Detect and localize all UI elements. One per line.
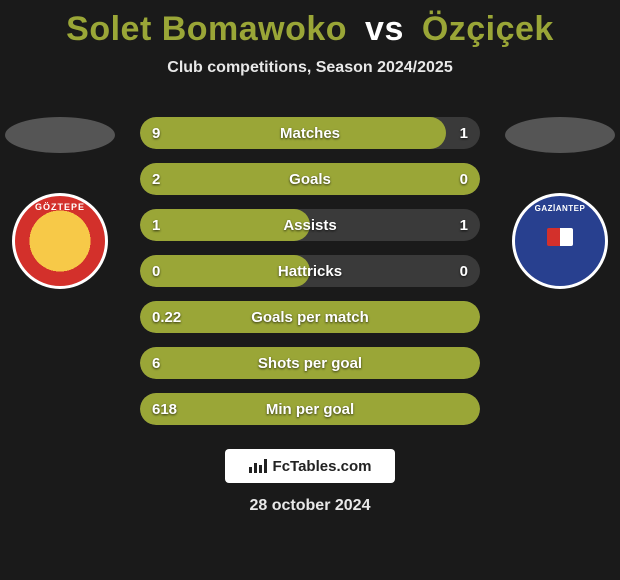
right-player-photo-placeholder [505, 117, 615, 153]
stat-label: Hattricks [140, 255, 480, 287]
left-player-name: Solet Bomawoko [66, 10, 347, 48]
left-player-photo-placeholder [5, 117, 115, 153]
footer-date: 28 october 2024 [0, 497, 620, 515]
stat-bar: 618Min per goal [140, 393, 480, 425]
comparison-title: Solet Bomawoko vs Özçiçek [0, 0, 620, 49]
stat-label: Min per goal [140, 393, 480, 425]
stat-label: Goals per match [140, 301, 480, 333]
chart-icon [249, 459, 267, 473]
stat-bar: 9Matches1 [140, 117, 480, 149]
stat-bar: 6Shots per goal [140, 347, 480, 379]
stat-label: Goals [140, 163, 480, 195]
right-club-logo [512, 193, 608, 289]
stat-label: Matches [140, 117, 480, 149]
stat-right-value: 0 [460, 255, 468, 287]
vs-text: vs [365, 10, 404, 48]
comparison-content: 9Matches12Goals01Assists10Hattricks00.22… [0, 97, 620, 515]
stat-label: Assists [140, 209, 480, 241]
brand-badge: FcTables.com [225, 449, 395, 483]
stat-label: Shots per goal [140, 347, 480, 379]
stat-right-value: 1 [460, 117, 468, 149]
stat-right-value: 0 [460, 163, 468, 195]
season-subtitle: Club competitions, Season 2024/2025 [0, 59, 620, 77]
stat-bar: 0Hattricks0 [140, 255, 480, 287]
left-player-column [0, 97, 120, 289]
stat-bars-container: 9Matches12Goals01Assists10Hattricks00.22… [140, 97, 480, 425]
stat-bar: 0.22Goals per match [140, 301, 480, 333]
stat-bar: 1Assists1 [140, 209, 480, 241]
left-club-logo [12, 193, 108, 289]
stat-bar: 2Goals0 [140, 163, 480, 195]
right-player-column [500, 97, 620, 289]
right-player-name: Özçiçek [422, 10, 554, 48]
stat-right-value: 1 [460, 209, 468, 241]
brand-text: FcTables.com [273, 458, 372, 475]
